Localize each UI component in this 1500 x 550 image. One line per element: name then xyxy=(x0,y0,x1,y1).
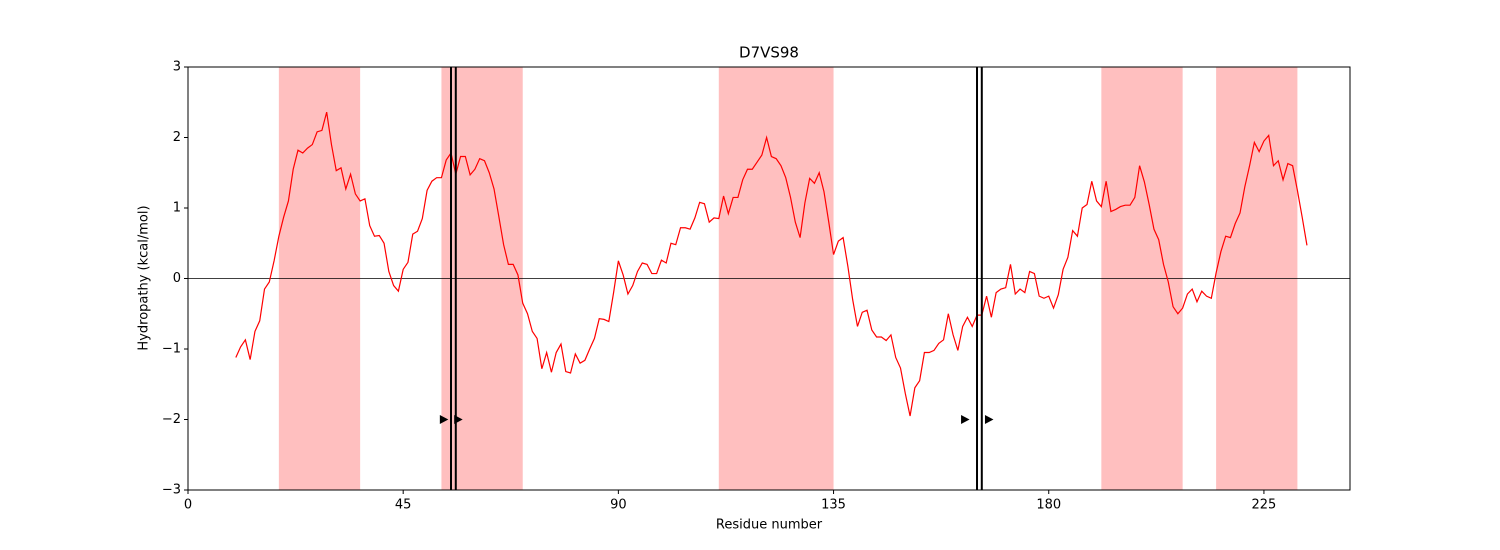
x-tick-label: 180 xyxy=(1036,498,1061,513)
hydropathy-line xyxy=(235,111,1308,417)
chart-title: D7VS98 xyxy=(739,44,799,62)
y-tick-label: 0 xyxy=(173,271,181,286)
x-tick-label: 135 xyxy=(821,498,846,513)
y-tick-label: 2 xyxy=(173,130,181,145)
x-tick-label: 225 xyxy=(1252,498,1277,513)
y-axis-label: Hydropathy (kcal/mol) xyxy=(137,205,152,350)
y-tick-label: −3 xyxy=(162,483,181,498)
y-tick-label: 3 xyxy=(173,60,181,75)
x-tick-label: 45 xyxy=(395,498,412,513)
x-tick-label: 0 xyxy=(184,498,192,513)
y-tick-label: −2 xyxy=(162,412,181,427)
marker xyxy=(454,415,463,424)
marker xyxy=(961,415,970,424)
y-tick-label: 1 xyxy=(173,201,181,216)
x-axis-label: Residue number xyxy=(716,518,823,533)
marker xyxy=(439,415,449,424)
y-tick-label: −1 xyxy=(162,342,181,357)
x-tick-label: 90 xyxy=(610,498,627,513)
marker xyxy=(984,415,994,424)
